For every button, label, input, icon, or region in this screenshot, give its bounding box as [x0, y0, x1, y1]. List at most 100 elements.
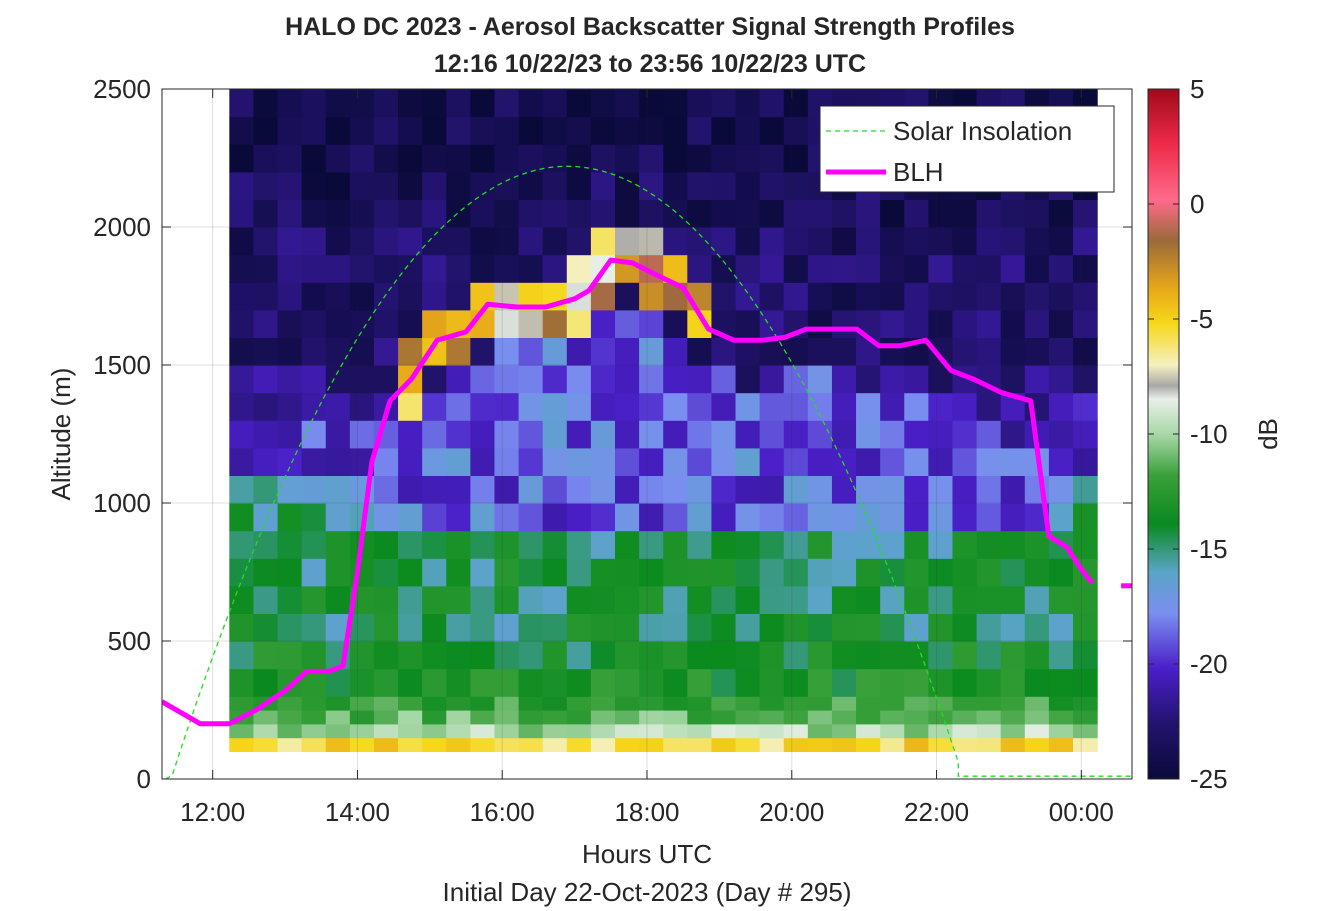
heatmap-cell — [301, 199, 327, 228]
heatmap-cell — [976, 227, 1002, 256]
heatmap-cell — [735, 199, 761, 228]
heatmap-cell — [663, 723, 688, 739]
heatmap-cell — [1073, 613, 1098, 642]
heatmap-cell — [470, 365, 496, 394]
heatmap-cell — [277, 641, 303, 670]
heatmap-cell — [928, 641, 954, 670]
heatmap-cell — [735, 392, 761, 421]
x-tick-label-5: 22:00 — [904, 797, 969, 827]
heatmap-cell — [398, 641, 423, 670]
heatmap-cell — [518, 337, 544, 366]
heatmap-cell — [783, 89, 809, 118]
heatmap-cell — [687, 503, 713, 532]
heatmap-cell — [494, 475, 520, 504]
heatmap-cell — [831, 585, 857, 614]
heatmap-cell — [494, 365, 520, 394]
heatmap-cell — [518, 144, 544, 173]
heatmap-cell — [711, 420, 737, 449]
heatmap-cell — [759, 558, 785, 587]
heatmap-cell — [590, 227, 616, 256]
heatmap-cell — [229, 723, 255, 739]
heatmap-cell — [229, 696, 255, 711]
heatmap-cell — [229, 227, 255, 256]
heatmap-cell — [325, 89, 351, 118]
heatmap-cell — [952, 668, 978, 697]
heatmap-cell — [229, 254, 255, 283]
heatmap-cell — [928, 282, 954, 311]
heatmap-cell — [325, 309, 351, 338]
heatmap-cell — [229, 171, 255, 200]
heatmap-cell — [976, 668, 1002, 697]
heatmap-cell — [373, 641, 399, 670]
heatmap-cell — [470, 530, 496, 559]
heatmap-cell — [976, 710, 1002, 725]
heatmap-cell — [470, 737, 496, 752]
heatmap-cell — [904, 710, 929, 725]
heatmap-cell — [1048, 641, 1074, 670]
cb-tick-label-3: -10 — [1190, 419, 1228, 449]
heatmap-cell — [831, 723, 857, 739]
heatmap-cell — [928, 737, 954, 752]
heatmap-cell — [446, 171, 471, 200]
heatmap-cell — [735, 530, 761, 559]
heatmap-cell — [566, 696, 592, 711]
heatmap-cell — [590, 392, 616, 421]
heatmap-cell — [398, 503, 423, 532]
heatmap-cell — [687, 558, 713, 587]
heatmap-cell — [904, 696, 929, 711]
heatmap-cell — [1000, 723, 1026, 739]
heatmap-cell — [422, 696, 447, 711]
y-tick-label-1: 500 — [108, 626, 151, 656]
heatmap-cell — [663, 696, 688, 711]
heatmap-cell — [398, 392, 423, 421]
heatmap-cell — [735, 710, 761, 725]
heatmap-cell — [373, 447, 399, 476]
x-axis-ticks: 12:00 14:00 16:00 18:00 20:00 22:00 00:00 — [180, 89, 1114, 827]
heatmap-cell — [590, 171, 616, 200]
heatmap-cell — [422, 710, 447, 725]
heatmap-cell — [373, 227, 399, 256]
heatmap-cell — [856, 392, 881, 421]
heatmap-cell — [735, 613, 761, 642]
heatmap-cell — [373, 254, 399, 283]
heatmap-cell — [446, 365, 471, 394]
heatmap-cell — [831, 613, 857, 642]
heatmap-cell — [566, 227, 592, 256]
heatmap-cell — [663, 392, 688, 421]
heatmap-cell — [880, 199, 905, 228]
heatmap-cell — [398, 116, 423, 145]
heatmap-cell — [807, 309, 833, 338]
chart-title: HALO DC 2023 - Aerosol Backscatter Signa… — [285, 13, 1015, 41]
heatmap-cell — [277, 337, 303, 366]
heatmap-cell — [856, 668, 881, 697]
heatmap-cell — [1000, 337, 1026, 366]
heatmap-cell — [494, 227, 520, 256]
heatmap-cell — [615, 737, 640, 752]
heatmap-cell — [590, 475, 616, 504]
heatmap-cell — [663, 227, 688, 256]
heatmap-cell — [639, 447, 664, 476]
heatmap-cell — [831, 641, 857, 670]
heatmap-cell — [831, 503, 857, 532]
heatmap-cell — [1000, 447, 1026, 476]
heatmap-cell — [856, 696, 881, 711]
heatmap-cell — [229, 585, 255, 614]
heatmap-cell — [422, 613, 447, 642]
heatmap-cell — [831, 337, 857, 366]
heatmap-cell — [566, 530, 592, 559]
heatmap-cell — [928, 420, 954, 449]
heatmap-cell — [831, 227, 857, 256]
heatmap-cell — [711, 227, 737, 256]
heatmap-cell — [566, 613, 592, 642]
heatmap-cell — [325, 116, 351, 145]
heatmap-cell — [880, 696, 905, 711]
heatmap-cell — [1024, 199, 1050, 228]
heatmap-cell — [253, 365, 279, 394]
heatmap-cell — [277, 585, 303, 614]
heatmap-cell — [807, 365, 833, 394]
heatmap-cell — [422, 737, 447, 752]
heatmap-cell — [783, 641, 809, 670]
heatmap-cell — [301, 365, 327, 394]
heatmap-cell — [759, 116, 785, 145]
heatmap-cell — [349, 116, 375, 145]
